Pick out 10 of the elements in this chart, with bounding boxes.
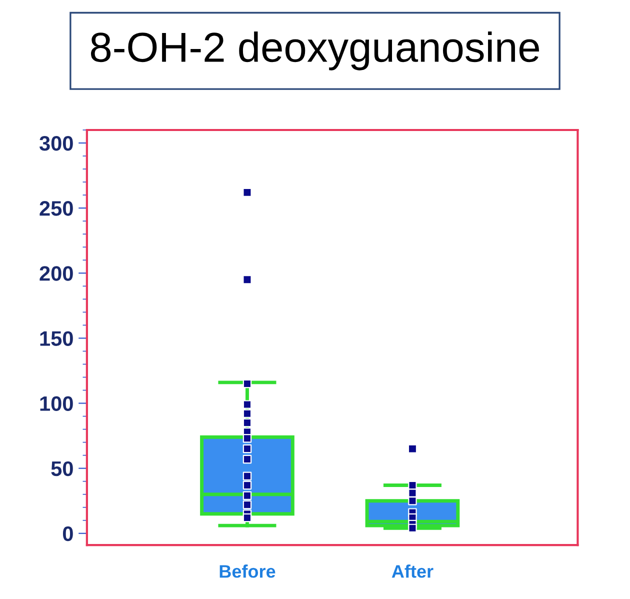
y-tick-label: 200: [40, 266, 73, 281]
y-tick-label: 50: [51, 461, 73, 476]
y-tick-label: 250: [40, 201, 73, 216]
y-tick-label: 0: [62, 526, 73, 542]
y-tick-label: 150: [40, 331, 73, 346]
x-tick-label: Before: [220, 564, 276, 578]
x-tick-label: After: [392, 564, 434, 578]
y-tick-label: 300: [39, 136, 73, 151]
chart-title: 8-OH-2 deoxyguanosine: [90, 31, 539, 70]
y-tick-label: 100: [40, 396, 73, 412]
